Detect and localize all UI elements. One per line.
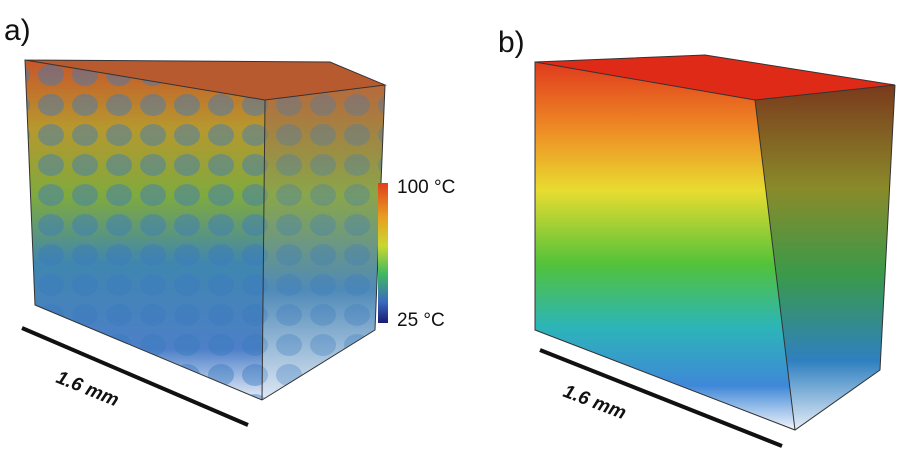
cube-texture	[25, 60, 265, 400]
colorbar-gradient	[378, 183, 388, 323]
panel-a: a) 1.6 mm	[4, 14, 385, 425]
scale-label: 1.6 mm	[560, 381, 629, 424]
figure: a) 1.6 mm 100 °C 25 °C b) 1.6 mm	[0, 0, 914, 452]
colorbar: 100 °C 25 °C	[378, 177, 455, 331]
colorbar-max: 100 °C	[397, 177, 455, 198]
panel-label: b)	[498, 26, 525, 59]
panel-label: a)	[4, 14, 31, 47]
scale-label: 1.6 mm	[53, 367, 122, 411]
panel-b: b) 1.6 mm	[498, 26, 895, 446]
colorbar-min: 25 °C	[397, 310, 445, 331]
cube-front	[535, 62, 795, 430]
cube-texture	[262, 85, 385, 400]
